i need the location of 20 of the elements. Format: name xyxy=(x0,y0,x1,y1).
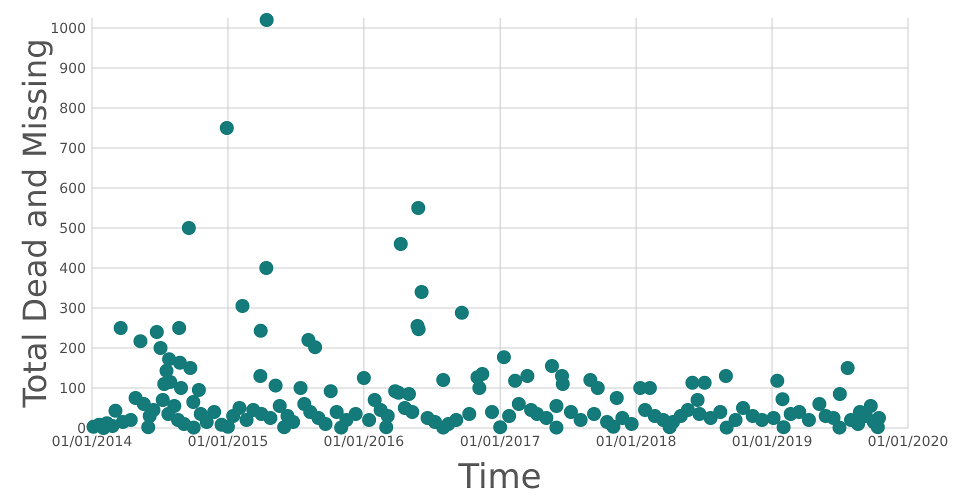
y-tick-label: 100 xyxy=(59,380,86,397)
y-tick-label: 800 xyxy=(59,100,86,117)
x-tick-label: 01/01/2014 xyxy=(52,434,132,450)
y-tick-label: 900 xyxy=(59,60,86,77)
x-tick-label: 01/01/2019 xyxy=(732,434,812,450)
y-tick-label: 600 xyxy=(59,180,86,197)
x-tick-label: 01/01/2015 xyxy=(188,434,268,450)
x-tick-label: 01/01/2020 xyxy=(868,434,948,450)
y-tick-label: 700 xyxy=(59,140,86,157)
y-tick-label: 0 xyxy=(77,420,86,437)
x-tick-label: 01/01/2017 xyxy=(460,434,541,450)
y-tick-label: 1000 xyxy=(50,20,86,37)
x-axis-title: Time xyxy=(457,457,542,497)
y-tick-label: 200 xyxy=(59,340,86,357)
y-tick-label: 300 xyxy=(59,300,86,317)
y-tick-label: 400 xyxy=(59,260,86,277)
x-tick-label: 01/01/2016 xyxy=(324,434,404,450)
x-tick-label: 01/01/2018 xyxy=(596,434,676,450)
y-axis-title: Total Dead and Missing xyxy=(16,38,54,409)
y-tick-label: 500 xyxy=(59,220,86,237)
